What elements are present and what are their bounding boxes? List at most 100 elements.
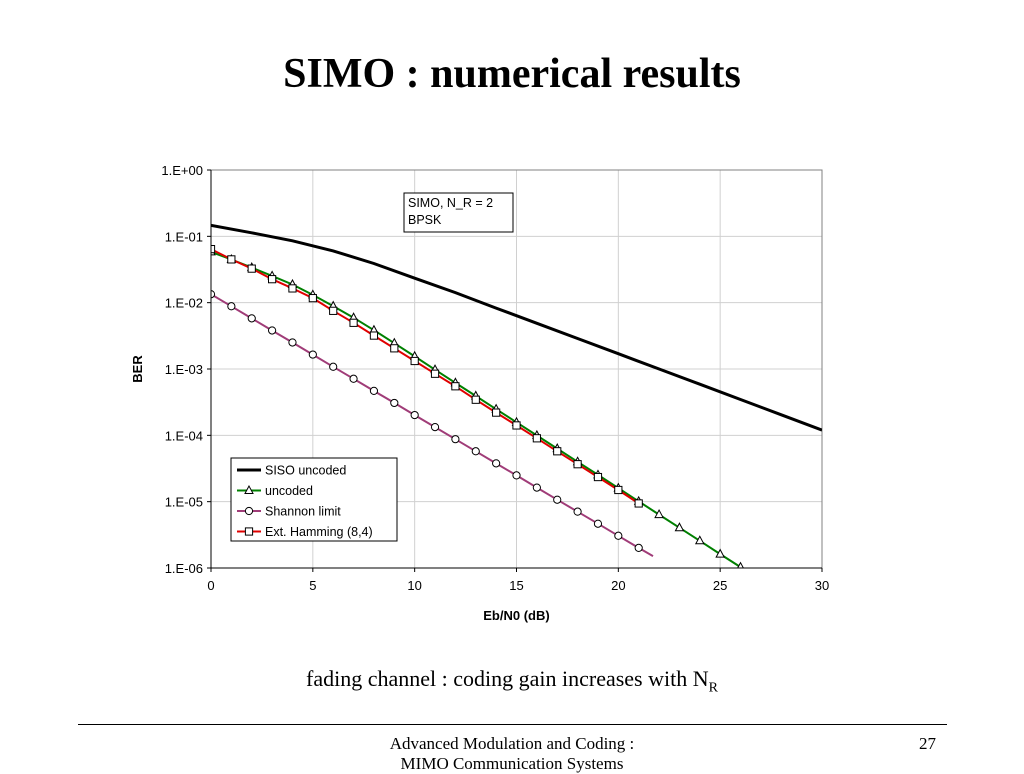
data-point — [349, 374, 358, 383]
caption-text: fading channel : coding gain increases w… — [306, 666, 709, 691]
y-axis-title: BER — [130, 355, 145, 383]
data-point — [369, 331, 379, 340]
y-tick-label: 1.E+00 — [161, 163, 203, 178]
data-point — [268, 326, 277, 335]
x-tick-label: 20 — [611, 578, 625, 593]
legend-item: Ext. Hamming (8,4) — [237, 525, 373, 539]
slide-caption: fading channel : coding gain increases w… — [0, 666, 1024, 696]
series-shannon-limit — [211, 290, 654, 557]
series-line — [211, 248, 640, 505]
x-axis-title: Eb/N0 (dB) — [483, 608, 549, 623]
y-tick-label: 1.E-04 — [165, 428, 203, 443]
data-point — [532, 483, 541, 492]
data-point — [573, 460, 582, 469]
data-point — [329, 306, 338, 315]
footer-divider — [78, 724, 947, 725]
y-tick-label: 1.E-05 — [165, 495, 203, 510]
data-point — [614, 485, 623, 495]
data-point — [247, 314, 256, 323]
y-tick-label: 1.E-02 — [165, 296, 203, 311]
legend-marker — [244, 527, 254, 536]
data-point — [715, 548, 726, 558]
data-point — [694, 535, 705, 545]
data-point — [451, 382, 460, 391]
annotation-line: BPSK — [408, 213, 442, 227]
data-point — [614, 531, 623, 540]
chart-annotation: SIMO, N_R = 2 BPSK — [403, 192, 514, 233]
x-tick-label: 30 — [815, 578, 829, 593]
page-number: 27 — [919, 734, 936, 753]
data-point — [390, 344, 399, 353]
x-tick-label: 10 — [407, 578, 421, 593]
data-point — [674, 522, 685, 532]
footer-line-2: MIMO Communication Systems — [400, 754, 624, 773]
data-point — [211, 245, 216, 254]
caption-subscript: R — [708, 680, 718, 696]
data-point — [349, 318, 358, 327]
series-line — [211, 223, 822, 432]
data-point — [430, 423, 440, 432]
data-point — [492, 408, 501, 417]
data-point — [512, 421, 521, 430]
data-point — [227, 255, 236, 264]
legend-label: SISO uncoded — [265, 464, 346, 478]
data-point — [737, 561, 744, 568]
data-point — [211, 290, 216, 299]
data-point — [634, 543, 643, 552]
chart-axes: 0 5 10 15 20 25 30 1.E+00 1.E-01 1.E-02 1.E-03 1.E-… — [130, 163, 829, 623]
x-tick-label: 0 — [207, 578, 214, 593]
legend-label: uncoded — [265, 484, 313, 498]
y-tick-label: 1.E-01 — [165, 229, 203, 244]
x-tick-label: 25 — [713, 578, 727, 593]
legend-marker — [244, 484, 254, 494]
data-point — [512, 471, 521, 480]
footer-text: Advanced Modulation and Coding : MIMO Co… — [312, 734, 712, 774]
series-line — [211, 250, 744, 568]
data-point — [268, 275, 277, 284]
slide-title: SIMO : numerical results — [283, 51, 741, 97]
data-point — [308, 350, 317, 359]
data-point — [451, 435, 460, 444]
footer-line-1: Advanced Modulation and Coding : — [389, 734, 635, 753]
data-point — [288, 284, 297, 293]
data-point — [390, 398, 399, 408]
legend-label: Ext. Hamming (8,4) — [265, 525, 373, 539]
data-point — [532, 434, 541, 443]
annotation-line: SIMO, N_R = 2 — [408, 196, 493, 210]
data-point — [593, 519, 603, 528]
legend-item: uncoded — [237, 484, 313, 498]
data-point — [492, 459, 501, 468]
data-point — [227, 302, 236, 311]
chart-legend: SISO uncoded uncoded Shannon limit Ext. Ham… — [230, 457, 398, 542]
x-tick-label: 15 — [509, 578, 523, 593]
data-point — [471, 447, 480, 456]
data-point — [329, 362, 338, 371]
data-point — [410, 356, 419, 366]
data-point — [410, 410, 419, 420]
data-point — [593, 472, 603, 482]
data-point — [573, 507, 582, 516]
legend-box — [230, 457, 398, 542]
legend-label: Shannon limit — [265, 505, 341, 519]
data-point — [247, 264, 256, 273]
data-point — [288, 338, 297, 347]
legend-item: SISO uncoded — [237, 464, 346, 478]
data-point — [430, 369, 440, 378]
series-ext-hamming-8-4 — [211, 245, 643, 508]
data-point — [369, 386, 379, 395]
data-point — [634, 499, 643, 508]
data-point — [553, 447, 562, 456]
legend-item: Shannon limit — [237, 505, 341, 519]
series-siso-uncoded — [211, 223, 822, 432]
annotation-box — [403, 192, 514, 233]
data-point — [471, 395, 480, 404]
legend-marker — [244, 506, 254, 516]
data-point — [308, 294, 317, 303]
data-point — [553, 495, 562, 504]
x-tick-label: 5 — [309, 578, 316, 593]
data-point — [654, 509, 664, 519]
chart-series — [211, 223, 822, 568]
y-tick-label: 1.E-03 — [165, 362, 203, 377]
y-tick-label: 1.E-06 — [165, 561, 203, 576]
